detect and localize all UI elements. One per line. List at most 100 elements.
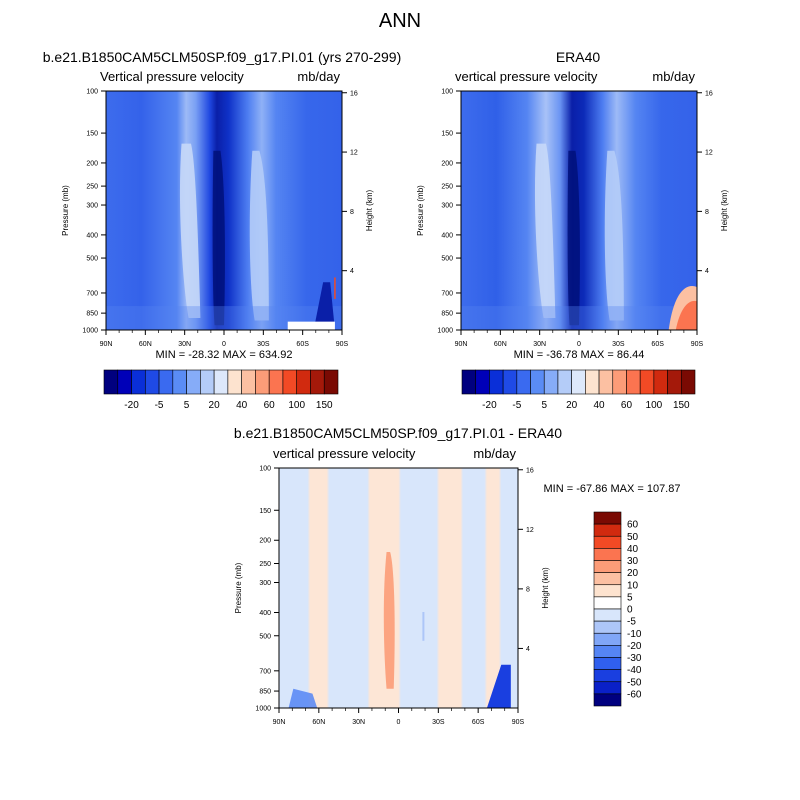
subsidence-band-south bbox=[604, 150, 624, 321]
colorbar-swatch bbox=[131, 369, 146, 395]
colorbar-swatch bbox=[475, 369, 490, 395]
colorbar-swatch bbox=[593, 657, 622, 670]
colorbar-label: 10 bbox=[627, 580, 639, 591]
colorbar-swatch bbox=[626, 369, 641, 395]
x-tick-label: 0 bbox=[222, 341, 226, 348]
panel-units: mb/day bbox=[473, 446, 516, 461]
x-tick-label: 60S bbox=[651, 341, 664, 348]
colorbar-swatch bbox=[255, 369, 270, 395]
y-tick-label: 200 bbox=[259, 538, 271, 545]
colorbar-swatch bbox=[593, 681, 622, 695]
right-tick-label: 4 bbox=[350, 268, 354, 275]
y-tick-label: 150 bbox=[86, 131, 98, 138]
colorbar-swatch bbox=[593, 608, 622, 622]
right-tick-label: 12 bbox=[705, 150, 713, 157]
right-tick-label: 12 bbox=[350, 150, 358, 157]
midlatitude-small-anomaly bbox=[422, 612, 425, 641]
y-tick-label: 100 bbox=[441, 89, 453, 96]
y-tick-label: 850 bbox=[86, 311, 98, 318]
colorbar-swatch bbox=[117, 369, 132, 395]
y-tick-label: 1000 bbox=[82, 328, 98, 335]
colorbar-label: -20 bbox=[124, 400, 139, 411]
panel-subtitle-left: vertical pressure velocity bbox=[273, 446, 416, 461]
right-tick-label: 16 bbox=[526, 467, 534, 474]
itcz-ascent-core bbox=[567, 150, 580, 326]
colorbar-label: 20 bbox=[566, 400, 578, 411]
y-tick-label: 400 bbox=[86, 232, 98, 239]
colorbar-swatch bbox=[593, 535, 622, 549]
colorbar-swatch bbox=[186, 369, 201, 395]
colorbar-swatch bbox=[593, 560, 622, 573]
x-tick-label: 90S bbox=[691, 341, 704, 348]
x-tick-label: 30S bbox=[612, 341, 625, 348]
x-tick-label: 60S bbox=[296, 341, 309, 348]
colorbar-swatch bbox=[502, 369, 518, 395]
tropical-positive-anomaly bbox=[383, 552, 395, 689]
panel-title: b.e21.B1850CAM5CLM50SP.f09_g17.PI.01 - E… bbox=[234, 425, 562, 441]
colorbar-swatch bbox=[593, 572, 622, 586]
y-tick-label: 400 bbox=[441, 232, 453, 239]
colorbar-swatch bbox=[593, 548, 622, 561]
panel-1: b.e21.B1850CAM5CLM50SP.f09_g17.PI.01 (yr… bbox=[43, 49, 402, 411]
colorbar-label: 50 bbox=[627, 532, 639, 543]
colorbar-label: 30 bbox=[627, 556, 639, 567]
colorbar-swatch bbox=[680, 369, 696, 395]
colorbar-swatch bbox=[144, 369, 160, 395]
y-tick-label: 300 bbox=[86, 203, 98, 210]
y-tick-label: 300 bbox=[441, 203, 453, 210]
antarctic-subsidence-inner bbox=[675, 300, 697, 330]
y-axis-label: Pressure (mb) bbox=[416, 185, 425, 236]
colorbar-label: 150 bbox=[316, 400, 333, 411]
right-axis-label: Height (km) bbox=[365, 189, 374, 231]
colorbar-label: 100 bbox=[288, 400, 305, 411]
colorbar-swatch bbox=[593, 584, 622, 598]
x-tick-label: 90N bbox=[455, 341, 468, 348]
colorbar-swatch bbox=[639, 369, 655, 395]
panel-title: ERA40 bbox=[556, 49, 601, 65]
boundary-layer-band bbox=[106, 306, 342, 330]
x-tick-label: 60S bbox=[472, 719, 485, 726]
y-tick-label: 1000 bbox=[437, 328, 453, 335]
right-tick-label: 8 bbox=[705, 209, 709, 216]
colorbar-swatch bbox=[598, 369, 614, 395]
colorbar-label: 60 bbox=[264, 400, 276, 411]
colorbar-swatch bbox=[593, 669, 622, 683]
arctic-negative-anomaly bbox=[288, 688, 318, 708]
right-tick-label: 8 bbox=[526, 586, 530, 593]
colorbar-swatch bbox=[593, 645, 622, 658]
right-axis-label: Height (km) bbox=[720, 189, 729, 231]
colorbar-label: -5 bbox=[155, 400, 164, 411]
subsidence-band-south bbox=[249, 150, 269, 321]
colorbar: -20 -5 5 20 40 60 100 150 bbox=[461, 369, 696, 411]
colorbar-swatch bbox=[227, 369, 242, 395]
y-tick-label: 150 bbox=[259, 508, 271, 515]
colorbar-swatch bbox=[489, 369, 504, 395]
colorbar-label: 100 bbox=[646, 400, 663, 411]
colorbar-swatch bbox=[200, 369, 215, 395]
right-tick-label: 4 bbox=[705, 268, 709, 275]
x-tick-label: 30N bbox=[352, 719, 365, 726]
y-tick-label: 500 bbox=[259, 633, 271, 640]
colorbar-label: 20 bbox=[627, 568, 639, 579]
right-tick-label: 8 bbox=[350, 209, 354, 216]
x-tick-label: 60N bbox=[494, 341, 507, 348]
y-tick-label: 100 bbox=[259, 466, 271, 473]
colorbar-label: -40 bbox=[627, 665, 642, 676]
y-tick-label: 700 bbox=[441, 290, 453, 297]
y-tick-label: 300 bbox=[259, 580, 271, 587]
y-tick-label: 250 bbox=[86, 184, 98, 191]
x-tick-label: 30N bbox=[533, 341, 546, 348]
y-tick-label: 500 bbox=[86, 256, 98, 263]
y-tick-label: 500 bbox=[441, 256, 453, 263]
colorbar-swatch bbox=[543, 369, 559, 395]
colorbar-label: 40 bbox=[627, 544, 639, 555]
colorbar-swatch bbox=[593, 693, 622, 707]
y-tick-label: 700 bbox=[259, 668, 271, 675]
y-tick-label: 850 bbox=[441, 311, 453, 318]
colorbar-label: -5 bbox=[627, 617, 636, 628]
y-tick-label: 150 bbox=[441, 131, 453, 138]
colorbar-label: -20 bbox=[627, 641, 642, 652]
x-tick-label: 30N bbox=[178, 341, 191, 348]
y-axis-label: Pressure (mb) bbox=[61, 185, 70, 236]
colorbar: -20 -5 5 20 40 60 100 150 bbox=[103, 369, 339, 411]
